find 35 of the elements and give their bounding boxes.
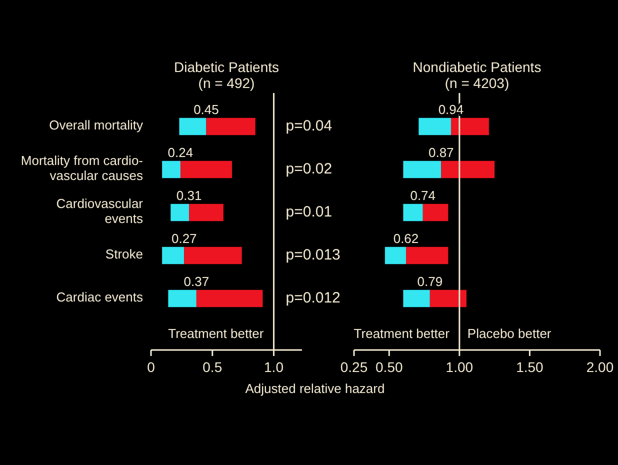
x-tick-label: 2.00 [586, 359, 614, 375]
annotation: p=0.02 [286, 160, 332, 178]
x-tick-label: 0.50 [376, 359, 403, 375]
y-tick-label: Cardiovascular events [56, 196, 144, 226]
annotation: 0.27 [171, 230, 197, 246]
annotation: Treatment better [354, 326, 450, 341]
annotation: Treatment better [168, 326, 264, 341]
annotation: Placebo better [467, 326, 552, 341]
annotation: 0.74 [410, 188, 436, 203]
y-tick-label: Cardiac events [56, 290, 144, 305]
chart-title: Nondiabetic Patients [412, 59, 542, 75]
x-tick-label: 1.0 [264, 359, 284, 375]
chart-subtitle: (n = 492) [198, 75, 255, 91]
chart-title: Diabetic Patients [174, 59, 280, 75]
y-tick-label: Mortality from cardio- vascular causes [20, 153, 144, 184]
annotation: 0.79 [417, 274, 443, 289]
annotation: p=0.04 [286, 117, 332, 134]
y-tick-label: Stroke [105, 246, 143, 262]
x-tick-label: 0.5 [202, 359, 222, 375]
annotation: 0.37 [184, 274, 210, 289]
annotation: p=0.01 [286, 203, 332, 220]
annotation: 0.24 [168, 144, 194, 160]
x-tick-label: 1.00 [446, 359, 474, 375]
annotation: 0.31 [176, 188, 202, 203]
annotation: p=0.013 [286, 246, 340, 264]
x-tick-label: 0.25 [340, 359, 368, 375]
x-tick-label: 1.50 [516, 359, 544, 375]
y-tick-label: Overall mortality [49, 118, 144, 133]
x-tick-label: 0 [147, 359, 156, 375]
annotation: 0.45 [194, 102, 219, 117]
annotation: 0.87 [428, 144, 454, 160]
annotation: 0.62 [393, 230, 419, 246]
x-axis-title: Adjusted relative hazard [245, 381, 385, 396]
annotation: p=0.012 [286, 289, 340, 306]
chart-subtitle: (n = 4203) [444, 75, 510, 91]
